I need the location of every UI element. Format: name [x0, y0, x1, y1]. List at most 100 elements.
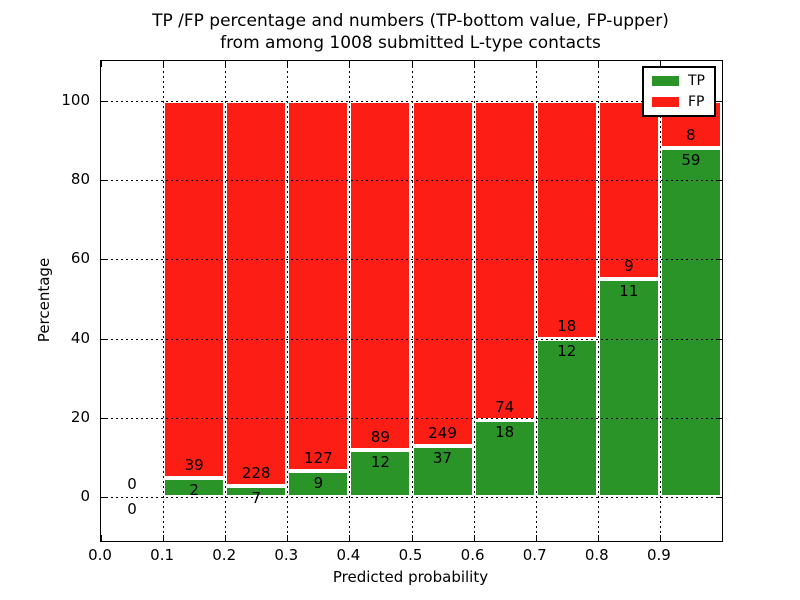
- x-tick-mark: [225, 61, 227, 67]
- y-tick-label: 80: [70, 170, 90, 188]
- fp-bar-segment: [163, 100, 226, 478]
- x-tick-label: 0.5: [398, 546, 423, 564]
- vertical-gridline: [411, 61, 413, 541]
- x-tick-label: 0.6: [460, 546, 485, 564]
- x-tick-label: 0.3: [274, 546, 299, 564]
- tp-count-label: 37: [433, 449, 453, 468]
- tp-count-label: 11: [619, 282, 639, 301]
- x-tick-label: 0.7: [522, 546, 547, 564]
- legend-entry-fp: FP: [652, 95, 705, 109]
- vertical-gridline: [659, 61, 661, 541]
- fp-count-label: 18: [557, 316, 577, 335]
- y-tick-mark: [716, 418, 722, 420]
- y-tick-label: 40: [70, 328, 90, 347]
- tp-bar-segment: [163, 478, 226, 498]
- tp-count-label: 2: [189, 481, 199, 499]
- tp-count-label: 12: [557, 341, 577, 360]
- y-tick-mark: [101, 338, 107, 340]
- fp-bar-segment: [535, 100, 598, 339]
- x-tick-mark: [597, 61, 599, 67]
- fp-bar-segment: [597, 100, 660, 280]
- fp-count-label: 9: [624, 257, 634, 276]
- y-tick-mark: [716, 338, 722, 340]
- vertical-gridline: [225, 61, 227, 541]
- x-tick-mark: [163, 61, 165, 67]
- tp-bar-segment: [349, 450, 412, 498]
- tp-count-label: 9: [313, 474, 324, 493]
- tp-bar-segment: [597, 279, 660, 498]
- tp-count-label: 0: [127, 500, 137, 519]
- fp-count-label: 8: [686, 126, 696, 145]
- chart-title-line2: from among 1008 submitted L-type contact…: [220, 33, 601, 53]
- tp-bar-segment: [535, 338, 598, 498]
- y-tick-mark: [716, 180, 722, 181]
- x-tick-label: 0.1: [150, 546, 175, 564]
- legend: TP FP: [642, 66, 716, 117]
- y-tick-label: 100: [61, 90, 90, 109]
- x-tick-label: 0.9: [646, 546, 671, 564]
- x-tick-mark: [287, 61, 289, 67]
- fp-count-label: 228: [241, 463, 271, 482]
- x-tick-mark: [473, 61, 475, 67]
- fp-count-label: 127: [304, 449, 333, 468]
- vertical-gridline: [535, 61, 537, 541]
- fp-bar-segment: [287, 100, 350, 472]
- tp-bar-segment: [659, 148, 722, 498]
- tp-bar-segment: [411, 446, 474, 498]
- tp-bar-segment: [287, 471, 350, 498]
- x-axis-label: Predicted probability: [332, 568, 489, 586]
- x-tick-label: 0.0: [88, 546, 112, 564]
- chart-title-line1: TP /FP percentage and numbers (TP-bottom…: [152, 11, 669, 31]
- tp-legend-label: TP: [688, 73, 705, 89]
- x-tick-mark: [349, 535, 351, 541]
- y-tick-mark: [101, 100, 107, 102]
- y-tick-label: 20: [70, 408, 90, 427]
- x-tick-label: 0.8: [584, 546, 609, 564]
- y-tick-mark: [101, 259, 107, 261]
- y-tick-mark: [101, 497, 107, 499]
- tp-count-label: 18: [495, 422, 515, 441]
- x-tick-mark: [101, 535, 102, 541]
- tp-count-label: 59: [681, 151, 701, 170]
- fp-count-label: 89: [370, 428, 390, 447]
- chart-title: TP /FP percentage and numbers (TP-bottom…: [100, 10, 721, 54]
- fp-count-label: 74: [495, 397, 515, 416]
- x-tick-mark: [535, 61, 537, 67]
- tp-count-label: 12: [370, 453, 390, 472]
- y-tick-mark: [716, 259, 722, 261]
- legend-entry-tp: TP: [652, 74, 705, 88]
- plot-area: TP FP 0 0 39 2 228 7 127 9 89 12 249 37 74 18 18 12 9 11 8…: [100, 60, 723, 542]
- vertical-gridline: [597, 61, 599, 541]
- x-tick-mark: [163, 535, 165, 541]
- tp-bar-segment: [473, 419, 536, 498]
- y-tick-mark: [101, 418, 107, 420]
- fp-count-label: 0: [127, 475, 137, 494]
- vertical-gridline: [349, 61, 351, 541]
- fp-bar-segment: [349, 100, 412, 451]
- x-tick-mark: [473, 535, 475, 541]
- tp-bar-segment: [225, 485, 288, 498]
- vertical-gridline: [163, 61, 165, 541]
- x-tick-mark: [535, 535, 537, 541]
- x-tick-label: 0.4: [336, 546, 361, 564]
- fp-bar-segment: [225, 100, 288, 486]
- x-tick-mark: [411, 61, 413, 67]
- vertical-gridline: [287, 61, 289, 541]
- x-tick-mark: [225, 535, 227, 541]
- x-tick-mark: [349, 61, 351, 67]
- x-tick-mark: [287, 535, 289, 541]
- x-tick-mark: [597, 535, 599, 541]
- fp-legend-swatch: [652, 97, 679, 107]
- y-tick-label: 60: [70, 249, 90, 268]
- fp-bar-segment: [411, 100, 474, 447]
- x-tick-mark: [659, 61, 661, 67]
- x-tick-mark: [659, 535, 661, 541]
- x-tick-label: 0.2: [212, 546, 237, 564]
- y-tick-mark: [101, 180, 107, 181]
- tp-count-label: 7: [251, 488, 262, 507]
- y-tick-label: 0: [80, 487, 90, 506]
- vertical-gridline: [473, 61, 475, 541]
- fp-legend-label: FP: [688, 94, 705, 110]
- fp-count-label: 39: [184, 456, 204, 475]
